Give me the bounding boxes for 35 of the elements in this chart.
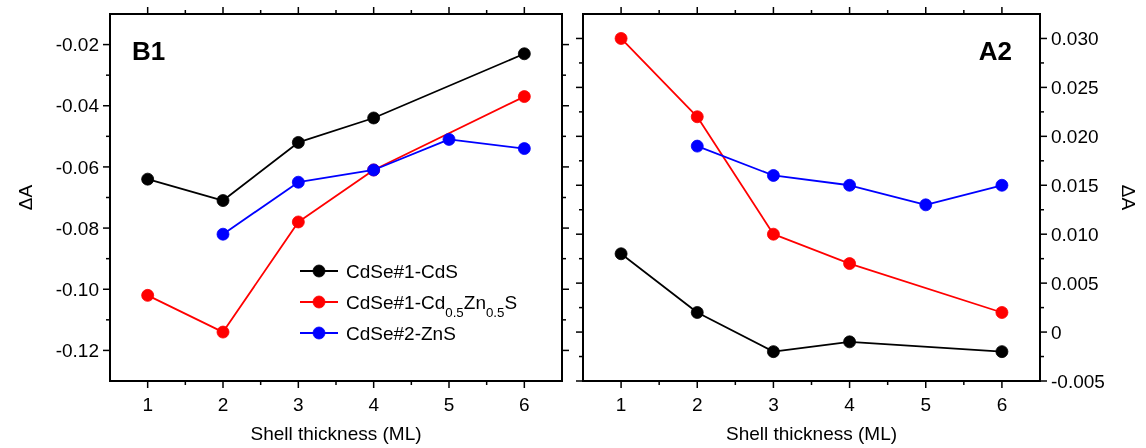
y2-tick-label: 0.020 (1051, 125, 1099, 147)
y2-tick-label: 0.030 (1051, 28, 1099, 50)
x-tick-label: 2 (691, 394, 703, 415)
x-tick-label: 3 (293, 394, 304, 415)
text: A2 (978, 36, 1012, 66)
legend-label: CdSe#1-CdS (346, 260, 458, 282)
text: B1 (132, 36, 166, 66)
x-tick-label: 6 (519, 394, 530, 415)
y2-tick-label: -0.005 (1051, 370, 1105, 392)
legend-label: CdSe#1-Cd$_{0.5}$Zn$_{0.5}$S (346, 291, 518, 320)
x-axis-title: Shell thickness (ML) (250, 423, 422, 444)
y2-tick-label: 0 (1051, 321, 1062, 343)
x-tick-label: 5 (443, 394, 455, 415)
y-axis-title: ΔA (15, 184, 36, 211)
x-tick-label: 6 (996, 394, 1008, 415)
x-tick-label: 5 (920, 394, 932, 415)
x-tick-label: 2 (217, 394, 229, 415)
x-tick-label: 3 (768, 394, 779, 415)
y-tick-label: -0.12 (55, 340, 99, 362)
x-axis-title: Shell thickness (ML) (725, 423, 898, 444)
y2-tick-label: 0.015 (1051, 174, 1099, 196)
y-tick-label: -0.08 (55, 217, 99, 239)
y2-tick-label: 0.005 (1051, 272, 1099, 294)
x-tick-label: 1 (615, 394, 627, 415)
x-tick-label: 4 (368, 394, 380, 415)
y-tick-label: -0.02 (55, 34, 99, 56)
y2-tick-label: 0.010 (1051, 223, 1099, 245)
y-tick-label: -0.04 (55, 95, 100, 117)
y-tick-label: -0.06 (55, 156, 99, 178)
legend-label: CdSe#2-ZnS (346, 322, 456, 344)
x-tick-label: 4 (844, 394, 856, 415)
y2-axis-title: ΔA (1118, 184, 1139, 211)
x-tick-label: 1 (142, 394, 153, 415)
y2-tick-label: 0.025 (1051, 77, 1099, 99)
y-tick-label: -0.10 (55, 278, 99, 300)
